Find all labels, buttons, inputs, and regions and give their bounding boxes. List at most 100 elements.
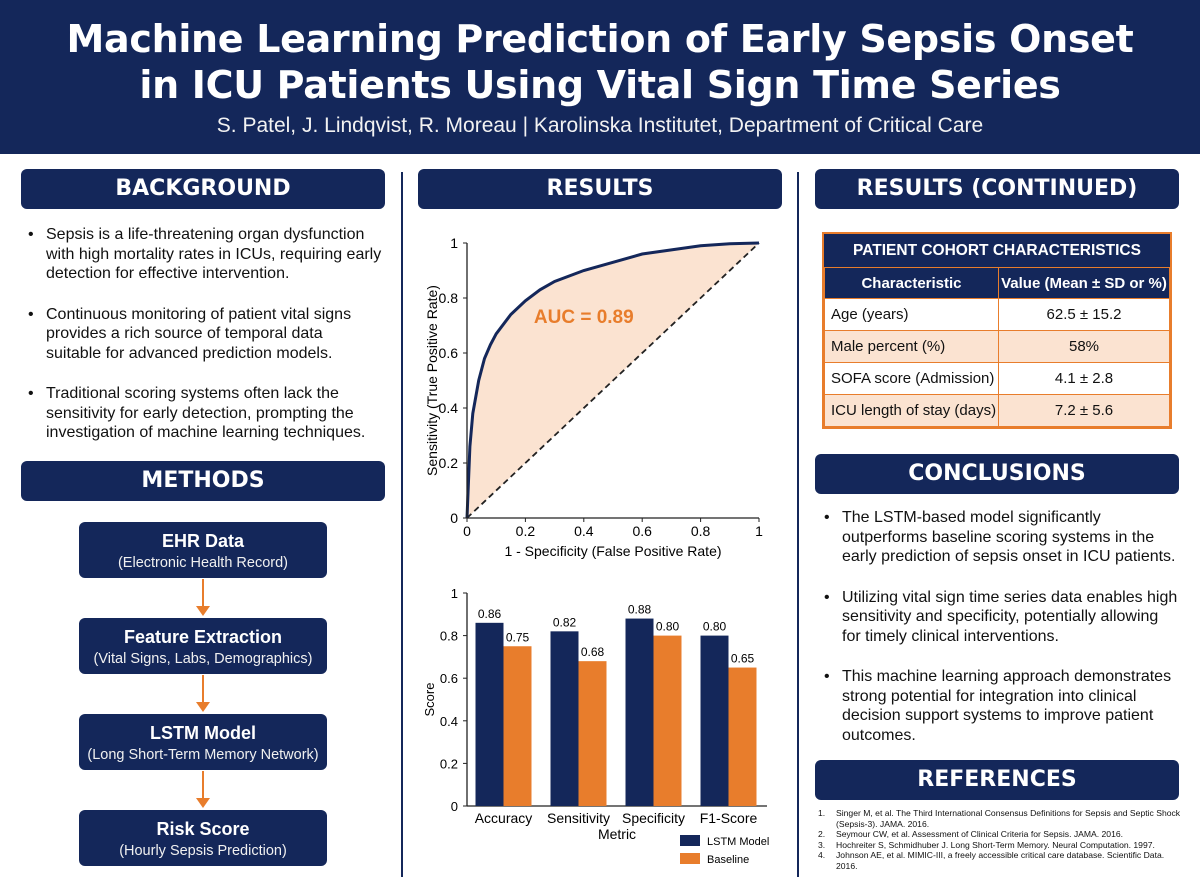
cohort-table: PATIENT COHORT CHARACTERISTICS Character… [822, 232, 1172, 429]
bar-value-label: 0.75 [506, 630, 530, 644]
y-tick-label: 0.2 [439, 455, 459, 471]
x-tick-label: 0.8 [691, 523, 711, 539]
references-list: 1. Singer M, et al. The Third Internation… [818, 808, 1188, 871]
table-row: Age (years) 62.5 ± 15.2 [824, 298, 1170, 331]
conclusion-bullet: Utilizing vital sign time series data en… [818, 588, 1178, 647]
flow-step-title: Feature Extraction [123, 627, 283, 647]
y-tick-label: 1 [451, 586, 458, 601]
table-row: ICU length of stay (days) 7.2 ± 5.6 [824, 394, 1170, 427]
flow-step-subtitle: (Electronic Health Record) [117, 555, 289, 571]
conclusions-heading: CONCLUSIONS [815, 454, 1179, 494]
reference-number: 4. [818, 850, 826, 860]
y-axis-label: Sensitivity (True Positive Rate) [424, 285, 440, 476]
table-caption: PATIENT COHORT CHARACTERISTICS [824, 234, 1170, 267]
bar-value-label: 0.80 [703, 620, 727, 634]
y-tick-label: 0.8 [439, 290, 459, 306]
conclusion-bullet: The LSTM-based model significantly outpe… [818, 508, 1178, 567]
table-cell: SOFA score (Admission) [824, 362, 999, 395]
bar-baseline [653, 635, 682, 806]
chance-diagonal-line [466, 242, 760, 519]
legend-swatch-baseline [680, 853, 700, 864]
reference-item: 4. Johnson AE, et al. MIMIC-III, a freely… [818, 850, 1188, 871]
x-axis-label: 1 - Specificity (False Positive Rate) [504, 543, 721, 559]
y-tick-label: 0.6 [440, 671, 458, 686]
y-tick-label: 0.4 [440, 714, 458, 729]
results-continued-heading: RESULTS (CONTINUED) [815, 169, 1179, 209]
legend-label: LSTM Model [707, 836, 769, 848]
poster-title: Machine Learning Prediction of Early Sep… [0, 0, 1200, 108]
reference-number: 2. [818, 829, 826, 839]
bar-value-label: 0.88 [628, 603, 652, 617]
y-tick-label: 0.8 [440, 629, 458, 644]
reference-text: Singer M, et al. The Third International… [836, 808, 1181, 829]
reference-text: Hochreiter S, Schmidhuber J. Long Short-… [836, 839, 1155, 850]
table-cell: ICU length of stay (days) [824, 394, 999, 427]
poster-header: Machine Learning Prediction of Early Sep… [0, 0, 1200, 154]
table-header-row: Characteristic Value (Mean ± SD or %) [824, 267, 1170, 299]
flow-arrow [202, 579, 204, 607]
bar-value-label: 0.65 [731, 652, 755, 666]
flow-step-ehr-data: EHR Data (Electronic Health Record) [79, 522, 327, 578]
conclusions-bullets: The LSTM-based model significantly outpe… [818, 508, 1178, 766]
flow-arrow-head [196, 798, 210, 808]
bar-baseline [728, 667, 757, 806]
flow-step-lstm-model: LSTM Model (Long Short-Term Memory Netwo… [79, 714, 327, 770]
references-heading: REFERENCES [815, 760, 1179, 800]
reference-item: 3. Hochreiter S, Schmidhuber J. Long Shor… [818, 840, 1188, 851]
x-tick-label: 0.2 [516, 523, 536, 539]
flow-arrow-head [196, 702, 210, 712]
flow-arrow [202, 771, 204, 799]
methods-heading: METHODS [21, 461, 385, 501]
bar-value-label: 0.68 [581, 645, 605, 659]
y-tick-label: 0 [450, 510, 458, 526]
legend-swatch-lstm [680, 835, 700, 846]
y-tick-label: 0 [451, 799, 458, 814]
background-bullets: Sepsis is a life-threatening organ dysfu… [22, 225, 382, 464]
bar-lstm [475, 622, 504, 806]
table-row: Male percent (%) 58% [824, 330, 1170, 363]
bar-lstm [625, 618, 654, 806]
flow-step-subtitle: (Hourly Sepsis Prediction) [119, 843, 287, 859]
reference-number: 1. [818, 808, 826, 818]
bar-lstm [700, 635, 729, 806]
results-heading: RESULTS [418, 169, 782, 209]
table-row: SOFA score (Admission) 4.1 ± 2.8 [824, 362, 1170, 395]
column-header: Value (Mean ± SD or %) [998, 267, 1170, 299]
reference-item: 2. Seymour CW, et al. Assessment of Clini… [818, 829, 1188, 840]
authors-affiliation: S. Patel, J. Lindqvist, R. Moreau | Karo… [216, 114, 984, 137]
x-tick-label: Accuracy [475, 810, 533, 826]
flow-step-title: Risk Score [156, 819, 250, 839]
flow-step-feature-extraction: Feature Extraction (Vital Signs, Labs, D… [79, 618, 327, 674]
x-tick-label: Sensitivity [547, 810, 610, 826]
table-cell: Age (years) [824, 298, 999, 331]
column-divider-right [797, 172, 799, 877]
bar-value-label: 0.80 [656, 620, 680, 634]
y-tick-label: 1 [450, 235, 458, 251]
y-tick-label: 0.4 [439, 400, 459, 416]
table-cell: 58% [998, 330, 1170, 363]
roc-curve-line [465, 241, 760, 519]
x-tick-label: 0.4 [574, 523, 594, 539]
bar-baseline [578, 661, 607, 806]
column-header: Characteristic [824, 267, 999, 299]
background-bullet: Continuous monitoring of patient vital s… [22, 305, 382, 364]
table-cell: 7.2 ± 5.6 [998, 394, 1170, 427]
table-cell: Male percent (%) [824, 330, 999, 363]
y-tick-label: 0.6 [439, 345, 459, 361]
bar-value-label: 0.82 [553, 615, 577, 629]
x-tick-label: F1-Score [700, 810, 758, 826]
x-axis-label: Metric [598, 826, 636, 842]
background-heading: BACKGROUND [21, 169, 385, 209]
flow-step-title: EHR Data [161, 531, 245, 551]
flow-step-risk-score: Risk Score (Hourly Sepsis Prediction) [79, 810, 327, 866]
flow-step-subtitle: (Long Short-Term Memory Network) [87, 747, 319, 763]
x-tick-label: 0.6 [632, 523, 652, 539]
reference-item: 1. Singer M, et al. The Third Internation… [818, 808, 1188, 829]
flow-arrow-head [196, 606, 210, 616]
column-divider-left [401, 172, 403, 877]
flow-step-title: LSTM Model [150, 723, 256, 743]
table-cell: 62.5 ± 15.2 [998, 298, 1170, 331]
x-tick-label: 0 [463, 523, 471, 539]
title-line-2: in ICU Patients Using Vital Sign Time Se… [139, 63, 1061, 107]
bar-baseline [503, 646, 532, 806]
